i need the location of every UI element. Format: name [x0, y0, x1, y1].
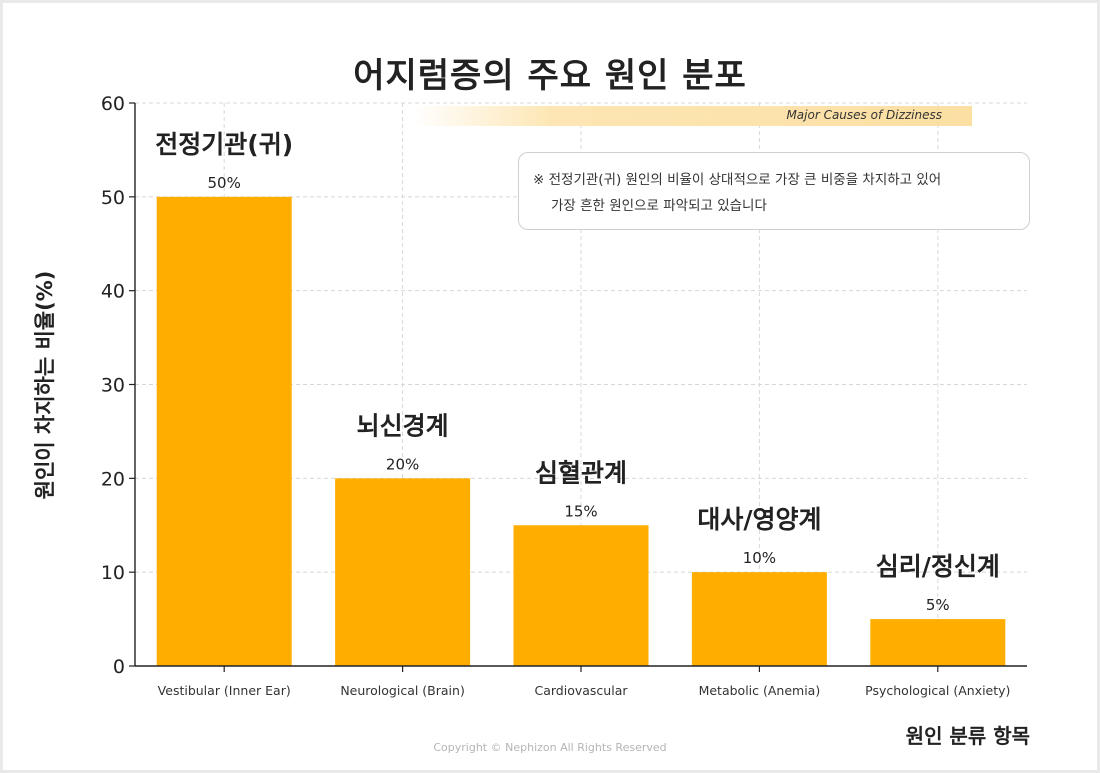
x-tick-label: Cardiovascular — [535, 683, 629, 698]
bar-value-label: 20% — [386, 455, 419, 473]
annotation-line-2: 가장 흔한 원인으로 파악되고 있습니다 — [551, 198, 767, 214]
x-tick-label: Metabolic (Anemia) — [699, 683, 821, 698]
bar-value-label: 15% — [564, 502, 597, 520]
annotation-box: ※ 전정기관(귀) 원인의 비율이 상대적으로 가장 큰 비중을 차지하고 있어… — [518, 152, 1030, 230]
bar-2 — [335, 478, 471, 666]
copyright-footer: Copyright © Nephizon All Rights Reserved — [433, 741, 667, 754]
y-tick-label: 60 — [101, 93, 125, 115]
bar-4 — [691, 572, 827, 666]
annotation-line-1: ※ 전정기관(귀) 원인의 비율이 상대적으로 가장 큰 비중을 차지하고 있어 — [533, 172, 942, 188]
bar-category-label-kr: 대사/영양계 — [697, 505, 821, 534]
bar-category-label-kr: 전정기관(귀) — [155, 130, 293, 159]
bar-1 — [156, 196, 292, 667]
x-tick-label: Neurological (Brain) — [340, 683, 465, 698]
x-tick-label: Psychological (Anxiety) — [865, 683, 1010, 698]
bar-3 — [513, 525, 649, 666]
y-tick-label: 10 — [101, 562, 125, 584]
y-tick-label: 0 — [113, 656, 125, 678]
bar-5 — [870, 619, 1006, 666]
subtitle-highlight — [412, 106, 972, 126]
bar-value-label: 10% — [743, 549, 776, 567]
bar-value-label: 5% — [926, 596, 950, 614]
x-axis-label: 원인 분류 항목 — [905, 724, 1030, 748]
chart-title: 어지럼증의 주요 원인 분포 — [353, 56, 747, 96]
y-tick-label: 20 — [101, 468, 125, 490]
bar-category-label-kr: 심리/정신계 — [876, 552, 1000, 581]
x-tick-label: Vestibular (Inner Ear) — [158, 683, 291, 698]
y-tick-label: 50 — [101, 187, 125, 209]
y-tick-label: 40 — [101, 281, 125, 303]
y-axis-label: 원인이 차지하는 비율(%) — [33, 270, 57, 500]
bar-value-label: 50% — [208, 174, 241, 192]
y-tick-label: 30 — [101, 375, 125, 397]
bar-category-label-kr: 뇌신경계 — [357, 411, 449, 440]
chart-subtitle: Major Causes of Dizziness — [786, 108, 942, 122]
bar-category-label-kr: 심혈관계 — [535, 458, 627, 487]
